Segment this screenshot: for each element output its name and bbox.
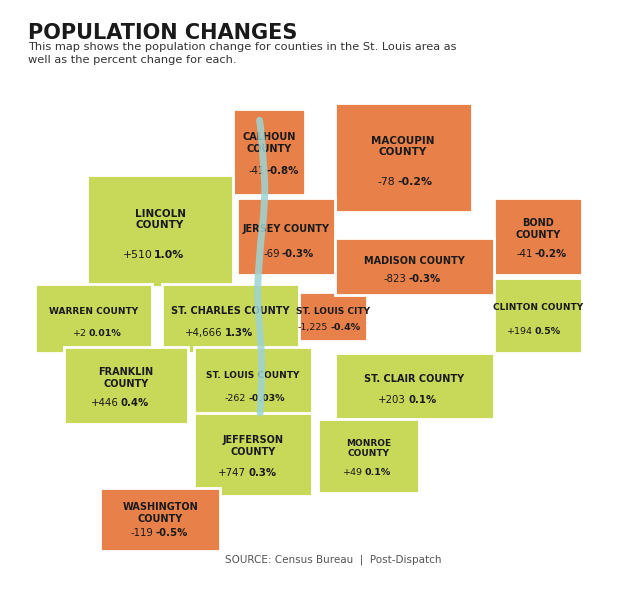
Text: -0.3%: -0.3% [408,274,440,284]
Bar [64,347,188,425]
Bar [335,103,472,212]
Text: ST. LOUIS COUNTY: ST. LOUIS COUNTY [206,371,299,380]
Text: -823: -823 [383,274,406,284]
Text: 0.3%: 0.3% [249,468,277,478]
Bar [318,419,419,493]
Text: -262: -262 [225,394,246,403]
Text: +446: +446 [91,398,119,408]
Text: +747: +747 [218,468,246,478]
Bar [335,238,494,295]
Text: SOURCE: Census Bureau  |  Post-Dispatch: SOURCE: Census Bureau | Post-Dispatch [225,554,441,565]
Text: -41: -41 [516,248,533,259]
Text: MADISON COUNTY: MADISON COUNTY [364,256,465,266]
Text: -1,225: -1,225 [298,323,328,332]
Text: -0.2%: -0.2% [397,177,433,187]
Text: +4,666: +4,666 [185,329,223,339]
Text: WASHINGTON
COUNTY: WASHINGTON COUNTY [122,502,198,524]
Text: This map shows the population change for counties in the St. Louis area as
well : This map shows the population change for… [28,42,456,65]
Text: +49: +49 [343,468,363,477]
Text: -0.5%: -0.5% [155,528,188,538]
Bar [87,175,234,286]
Bar [194,347,312,419]
Text: +510: +510 [122,250,153,260]
Text: +2: +2 [73,329,87,338]
Text: -0.03%: -0.03% [249,394,285,403]
Text: CLINTON COUNTY: CLINTON COUNTY [494,304,583,313]
Text: MACOUPIN
COUNTY: MACOUPIN COUNTY [371,136,435,157]
Text: MONROE
COUNTY: MONROE COUNTY [346,439,391,458]
Text: -41: -41 [248,165,265,176]
Text: LINCOLN
COUNTY: LINCOLN COUNTY [135,209,185,230]
Text: 0.5%: 0.5% [535,327,561,336]
Text: -69: -69 [263,248,280,259]
Bar [335,353,494,419]
Text: ST. CLAIR COUNTY: ST. CLAIR COUNTY [365,374,464,384]
Text: JERSEY COUNTY: JERSEY COUNTY [242,224,329,234]
Text: POPULATION CHANGES: POPULATION CHANGES [28,23,298,43]
Text: -0.2%: -0.2% [535,248,567,259]
Text: -0.8%: -0.8% [267,165,299,176]
Bar [234,109,305,195]
Text: 1.0%: 1.0% [154,250,185,260]
Bar [100,487,221,551]
Bar [194,413,312,496]
Text: +203: +203 [378,395,406,405]
Text: JEFFERSON
COUNTY: JEFFERSON COUNTY [223,435,283,457]
Bar [299,292,367,341]
Text: 0.1%: 0.1% [408,395,436,405]
Bar [162,284,299,353]
Text: CALHOUN
COUNTY: CALHOUN COUNTY [242,132,296,154]
Text: -119: -119 [130,528,153,538]
Bar [237,197,335,275]
Bar [494,278,582,353]
Text: 0.4%: 0.4% [121,398,149,408]
Text: BOND
COUNTY: BOND COUNTY [516,218,561,240]
Text: -78: -78 [378,177,396,187]
Text: 0.01%: 0.01% [89,329,122,338]
Text: ST. CHARLES COUNTY: ST. CHARLES COUNTY [171,307,290,317]
Text: -0.3%: -0.3% [281,248,314,259]
Text: 0.1%: 0.1% [365,468,391,477]
Text: WARREN COUNTY: WARREN COUNTY [48,307,138,316]
Text: FRANKLIN
COUNTY: FRANKLIN COUNTY [99,367,153,389]
Text: ST. LOUIS CITY: ST. LOUIS CITY [296,307,370,317]
Bar [494,197,582,275]
Text: -0.4%: -0.4% [330,323,360,332]
Text: 1.3%: 1.3% [224,329,253,339]
Bar [35,284,152,353]
Text: +194: +194 [507,327,533,336]
